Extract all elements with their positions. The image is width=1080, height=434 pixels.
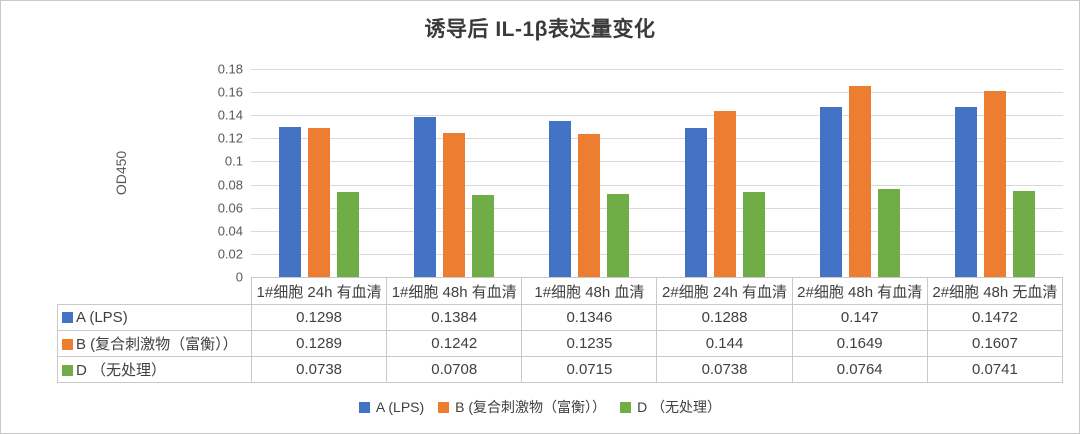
value-cell: 0.144 bbox=[656, 330, 793, 357]
value-cell: 0.1242 bbox=[386, 330, 523, 357]
legend-item: A (LPS) bbox=[358, 399, 425, 415]
bar-d bbox=[877, 188, 900, 277]
bar-group bbox=[251, 69, 386, 277]
bar-a bbox=[684, 128, 707, 277]
y-axis-tick-label: 0.1 bbox=[224, 153, 243, 169]
bar-a bbox=[413, 117, 436, 277]
legend-item: D （无处理） bbox=[620, 397, 721, 417]
y-axis-title: OD450 bbox=[109, 69, 133, 277]
bar-groups bbox=[251, 69, 1063, 277]
y-axis: 0.18 0.16 0.14 0.12 0.1 0.08 0.06 0.04 0.02 0 bbox=[141, 63, 243, 284]
bar-group bbox=[522, 69, 657, 277]
gridline bbox=[251, 115, 1063, 117]
category-header-cell: 1#细胞 48h 有血清 bbox=[386, 277, 523, 305]
y-axis-tick-label: 0.18 bbox=[217, 61, 243, 77]
value-cell: 0.0738 bbox=[250, 356, 388, 383]
legend-label: A (LPS) bbox=[375, 399, 425, 415]
bar-group bbox=[928, 69, 1063, 277]
y-axis-tick-label: 0.06 bbox=[217, 200, 243, 216]
bar-b bbox=[713, 110, 736, 277]
value-cell: 0.1649 bbox=[791, 330, 928, 357]
category-header-cell: 2#细胞 24h 有血清 bbox=[656, 277, 793, 305]
value-cell: 0.1298 bbox=[250, 304, 388, 331]
value-cell: 0.0764 bbox=[791, 356, 928, 383]
bar-a bbox=[278, 127, 301, 277]
value-cell: 0.1472 bbox=[926, 304, 1064, 331]
plot-area bbox=[251, 69, 1063, 278]
table-row: D （无处理） 0.0738 0.0708 0.0715 0.0738 0.0764 0.0… bbox=[57, 356, 1064, 383]
series-key-swatch bbox=[62, 339, 73, 350]
value-cell: 0.1607 bbox=[926, 330, 1064, 357]
value-cell: 0.0708 bbox=[386, 356, 523, 383]
y-axis-tick-label: 0.08 bbox=[217, 177, 243, 193]
series-label-cell: A (LPS) bbox=[57, 304, 252, 331]
table-corner-cell bbox=[58, 278, 252, 305]
chart-title: 诱导后 IL-1β表达量变化 bbox=[424, 18, 656, 41]
value-cell: 0.1384 bbox=[386, 304, 523, 331]
gridline bbox=[251, 207, 1063, 209]
bar-a bbox=[955, 106, 978, 277]
gridline bbox=[251, 92, 1063, 94]
gridline bbox=[251, 253, 1063, 255]
value-cell: 0.1346 bbox=[521, 304, 658, 331]
legend-label: B (复合刺激物（富衡）） bbox=[455, 399, 607, 415]
bar-d bbox=[607, 194, 630, 277]
y-axis-tick-label: 0.14 bbox=[217, 107, 243, 123]
series-label-cell: D （无处理） bbox=[57, 356, 252, 383]
legend-marker bbox=[620, 401, 632, 413]
legend-marker bbox=[438, 401, 450, 413]
category-header-cell: 1#细胞 24h 有血清 bbox=[250, 277, 388, 305]
bar-group bbox=[792, 69, 927, 277]
legend: A (LPS) B (复合刺激物（富衡）） D （无处理） bbox=[1, 397, 1079, 417]
gridline bbox=[251, 138, 1063, 140]
bar-b bbox=[848, 86, 871, 277]
series-key-swatch bbox=[62, 312, 73, 323]
bar-a bbox=[549, 121, 572, 277]
gridline bbox=[251, 161, 1063, 163]
data-table: 1#细胞 24h 有血清 1#细胞 48h 有血清 1#细胞 48h 血清 2#细胞 … bbox=[57, 277, 1064, 383]
y-axis-title-text: OD450 bbox=[113, 150, 130, 196]
series-label-cell: B (复合刺激物（富衡）） bbox=[57, 330, 252, 357]
value-cell: 0.147 bbox=[791, 304, 928, 331]
bar-group bbox=[657, 69, 792, 277]
value-cell: 0.1235 bbox=[521, 330, 658, 357]
table-row: B (复合刺激物（富衡）） 0.1289 0.1242 0.1235 0.144 0.16… bbox=[57, 330, 1064, 357]
bar-d bbox=[471, 195, 494, 277]
bar-d bbox=[336, 191, 359, 277]
bar-b bbox=[984, 91, 1007, 277]
value-cell: 0.0741 bbox=[926, 356, 1064, 383]
y-axis-tick-label: 0.02 bbox=[217, 246, 243, 262]
series-key-swatch bbox=[62, 365, 73, 376]
category-header-cell: 1#细胞 48h 血清 bbox=[521, 277, 658, 305]
bar-d bbox=[1013, 191, 1036, 277]
gridline bbox=[251, 184, 1063, 186]
y-axis-tick-label: 0.12 bbox=[217, 130, 243, 146]
value-cell: 0.0715 bbox=[521, 356, 658, 383]
value-cell: 0.1288 bbox=[656, 304, 793, 331]
table-row: A (LPS) 0.1298 0.1384 0.1346 0.1288 0.147 0.14… bbox=[57, 304, 1064, 331]
gridline bbox=[251, 69, 1063, 70]
bar-b bbox=[307, 128, 330, 277]
gridline bbox=[251, 230, 1063, 232]
legend-item: B (复合刺激物（富衡）） bbox=[438, 397, 606, 417]
value-cell: 0.0738 bbox=[656, 356, 793, 383]
legend-marker bbox=[358, 401, 370, 413]
bar-group bbox=[386, 69, 521, 277]
table-header-row: 1#细胞 24h 有血清 1#细胞 48h 有血清 1#细胞 48h 血清 2#细胞 … bbox=[58, 277, 1064, 305]
bar-b bbox=[442, 133, 465, 277]
category-header-cell: 2#细胞 48h 有血清 bbox=[791, 277, 928, 305]
legend-label: D （无处理） bbox=[637, 399, 722, 415]
category-header-cell: 2#细胞 48h 无血清 bbox=[926, 277, 1064, 305]
bar-d bbox=[742, 191, 765, 277]
bar-b bbox=[578, 134, 601, 277]
y-axis-tick-label: 0.04 bbox=[217, 223, 243, 239]
y-axis-tick-label: 0 bbox=[235, 269, 243, 285]
y-axis-tick-label: 0.16 bbox=[217, 84, 243, 100]
bar-a bbox=[819, 107, 842, 277]
value-cell: 0.1289 bbox=[250, 330, 388, 357]
